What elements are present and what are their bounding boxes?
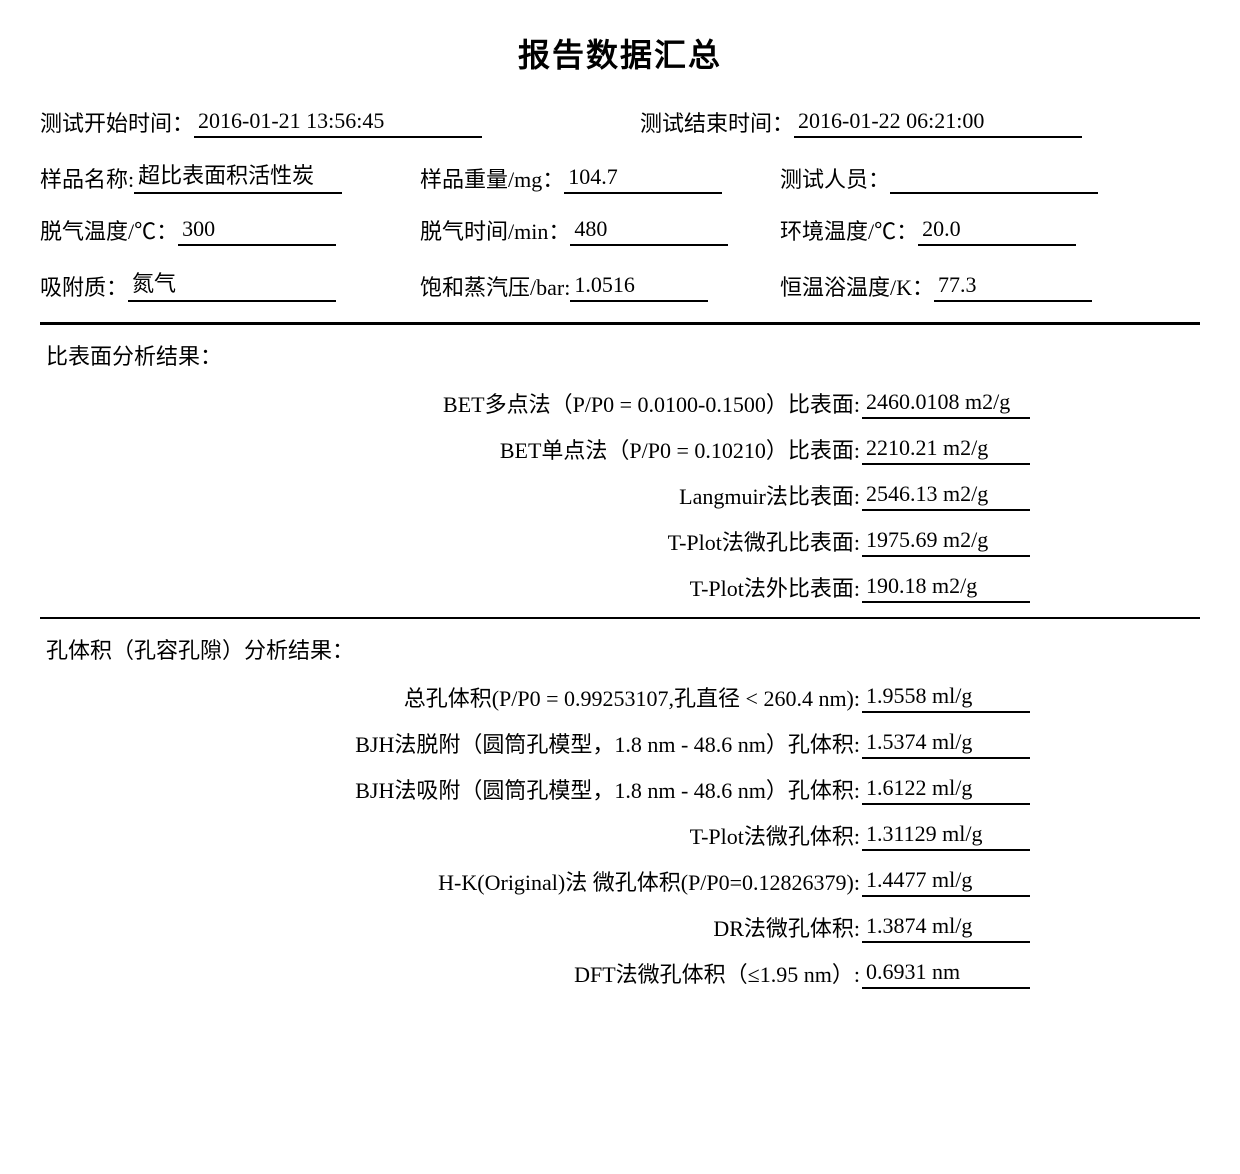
result-label: DR法微孔体积:	[40, 911, 860, 943]
result-label: Langmuir法比表面:	[40, 479, 860, 511]
start-time-label: 测试开始时间：	[40, 106, 194, 138]
result-value: 1.6122 ml/g	[862, 775, 1030, 805]
result-label: BET多点法（P/P0 = 0.0100-0.1500）比表面:	[40, 387, 860, 419]
sample-name-value: 超比表面积活性炭	[134, 158, 342, 194]
result-row: T-Plot法微孔比表面:1975.69 m2/g	[40, 525, 1200, 557]
pore-section-title: 孔体积（孔容孔隙）分析结果：	[46, 633, 1200, 665]
meta-row-time: 测试开始时间： 2016-01-21 13:56:45 测试结束时间： 2016…	[40, 106, 1200, 138]
result-value: 190.18 m2/g	[862, 573, 1030, 603]
bath-temp-label: 恒温浴温度/K：	[780, 270, 934, 302]
pore-results: 总孔体积(P/P0 = 0.99253107,孔直径 < 260.4 nm):1…	[40, 681, 1200, 989]
env-temp-label: 环境温度/℃：	[780, 214, 918, 246]
report-page: 报告数据汇总 测试开始时间： 2016-01-21 13:56:45 测试结束时…	[0, 0, 1240, 1023]
meta-row-adsorbate: 吸附质： 氮气 饱和蒸汽压/bar: 1.0516 恒温浴温度/K： 77.3	[40, 266, 1200, 302]
result-value: 2210.21 m2/g	[862, 435, 1030, 465]
result-label: T-Plot法微孔比表面:	[40, 525, 860, 557]
meta-block: 测试开始时间： 2016-01-21 13:56:45 测试结束时间： 2016…	[40, 106, 1200, 302]
tester-value	[890, 190, 1098, 194]
degas-temp-label: 脱气温度/℃：	[40, 214, 178, 246]
result-value: 2546.13 m2/g	[862, 481, 1030, 511]
result-row: DR法微孔体积:1.3874 ml/g	[40, 911, 1200, 943]
sat-vp-value: 1.0516	[570, 272, 708, 302]
meta-row-sample: 样品名称: 超比表面积活性炭 样品重量/mg： 104.7 测试人员：	[40, 158, 1200, 194]
report-title: 报告数据汇总	[40, 30, 1200, 76]
result-row: T-Plot法外比表面:190.18 m2/g	[40, 571, 1200, 603]
result-value: 1975.69 m2/g	[862, 527, 1030, 557]
result-value: 1.31129 ml/g	[862, 821, 1030, 851]
result-value: 1.4477 ml/g	[862, 867, 1030, 897]
result-label: DFT法微孔体积（≤1.95 nm）:	[40, 957, 860, 989]
result-row: T-Plot法微孔体积:1.31129 ml/g	[40, 819, 1200, 851]
result-value: 1.5374 ml/g	[862, 729, 1030, 759]
result-label: BET单点法（P/P0 = 0.10210）比表面:	[40, 433, 860, 465]
result-row: 总孔体积(P/P0 = 0.99253107,孔直径 < 260.4 nm):1…	[40, 681, 1200, 713]
result-label: T-Plot法外比表面:	[40, 571, 860, 603]
degas-time-label: 脱气时间/min：	[420, 214, 570, 246]
divider-thin	[40, 617, 1200, 619]
result-value: 1.9558 ml/g	[862, 683, 1030, 713]
result-row: BJH法脱附（圆筒孔模型，1.8 nm - 48.6 nm）孔体积:1.5374…	[40, 727, 1200, 759]
sample-weight-label: 样品重量/mg：	[420, 162, 564, 194]
sample-weight-value: 104.7	[564, 164, 722, 194]
result-value: 0.6931 nm	[862, 959, 1030, 989]
surface-results: BET多点法（P/P0 = 0.0100-0.1500）比表面:2460.010…	[40, 387, 1200, 603]
result-label: T-Plot法微孔体积:	[40, 819, 860, 851]
result-row: H-K(Original)法 微孔体积(P/P0=0.12826379):1.4…	[40, 865, 1200, 897]
tester-label: 测试人员：	[780, 162, 890, 194]
result-label: BJH法吸附（圆筒孔模型，1.8 nm - 48.6 nm）孔体积:	[40, 773, 860, 805]
sample-name-label: 样品名称:	[40, 162, 134, 194]
result-row: BJH法吸附（圆筒孔模型，1.8 nm - 48.6 nm）孔体积:1.6122…	[40, 773, 1200, 805]
result-row: Langmuir法比表面:2546.13 m2/g	[40, 479, 1200, 511]
degas-temp-value: 300	[178, 216, 336, 246]
degas-time-value: 480	[570, 216, 728, 246]
end-time-label: 测试结束时间：	[640, 106, 794, 138]
result-value: 2460.0108 m2/g	[862, 389, 1030, 419]
result-row: BET多点法（P/P0 = 0.0100-0.1500）比表面:2460.010…	[40, 387, 1200, 419]
adsorbate-value: 氮气	[128, 266, 336, 302]
result-label: 总孔体积(P/P0 = 0.99253107,孔直径 < 260.4 nm):	[40, 681, 860, 713]
surface-section-title: 比表面分析结果：	[46, 339, 1200, 371]
sat-vp-label: 饱和蒸汽压/bar:	[420, 270, 570, 302]
end-time-value: 2016-01-22 06:21:00	[794, 108, 1082, 138]
result-row: BET单点法（P/P0 = 0.10210）比表面:2210.21 m2/g	[40, 433, 1200, 465]
result-label: BJH法脱附（圆筒孔模型，1.8 nm - 48.6 nm）孔体积:	[40, 727, 860, 759]
result-value: 1.3874 ml/g	[862, 913, 1030, 943]
bath-temp-value: 77.3	[934, 272, 1092, 302]
divider-thick	[40, 322, 1200, 325]
env-temp-value: 20.0	[918, 216, 1076, 246]
adsorbate-label: 吸附质：	[40, 270, 128, 302]
result-row: DFT法微孔体积（≤1.95 nm）:0.6931 nm	[40, 957, 1200, 989]
result-label: H-K(Original)法 微孔体积(P/P0=0.12826379):	[40, 865, 860, 897]
meta-row-degas: 脱气温度/℃： 300 脱气时间/min： 480 环境温度/℃： 20.0	[40, 214, 1200, 246]
start-time-value: 2016-01-21 13:56:45	[194, 108, 482, 138]
